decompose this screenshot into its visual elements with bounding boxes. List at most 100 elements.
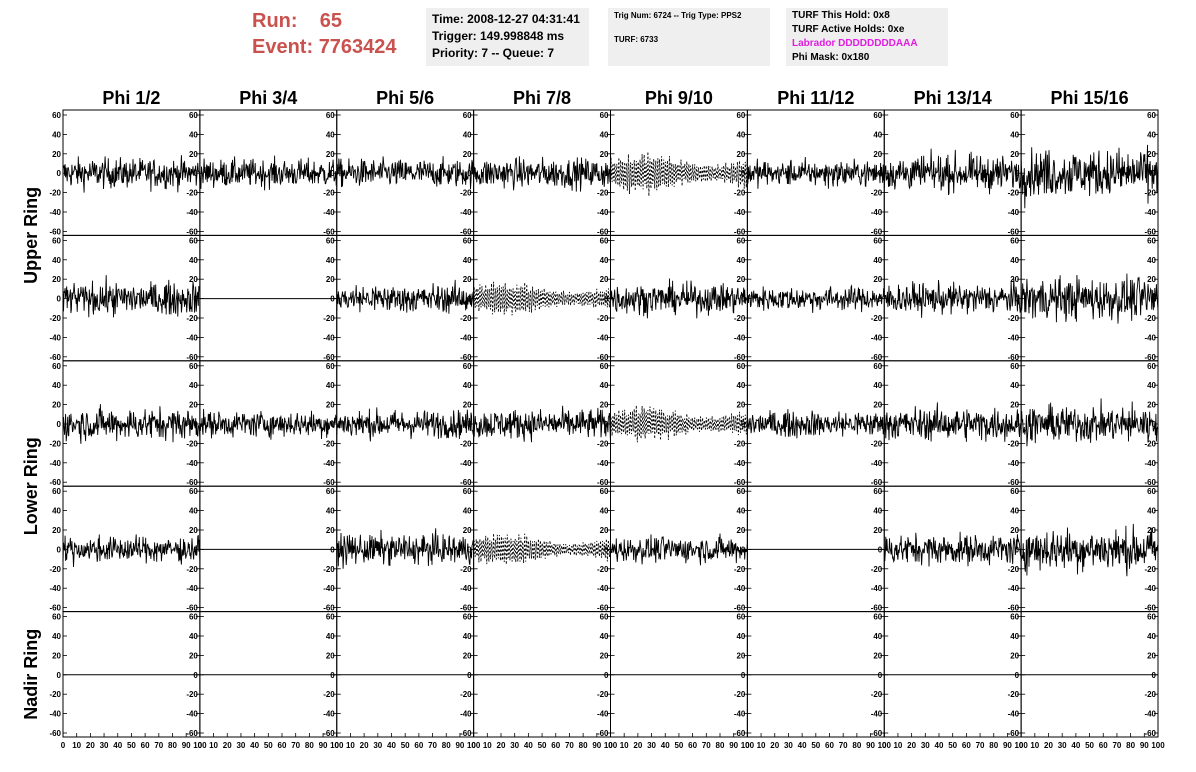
y-tick-label: 40 — [1147, 130, 1156, 139]
x-tick-label: 40 — [935, 741, 944, 750]
x-tick-label: 80 — [442, 741, 451, 750]
x-tick-label: 10 — [893, 741, 902, 750]
y-tick-label: -60 — [734, 729, 746, 738]
y-tick-label: -60 — [186, 604, 198, 613]
y-tick-label: -20 — [323, 690, 335, 699]
x-tick-label: 30 — [1058, 741, 1067, 750]
y-tick-label: -20 — [1144, 565, 1156, 574]
y-tick-label: 20 — [600, 401, 609, 410]
y-tick-label: -60 — [597, 353, 609, 362]
x-tick-label: 80 — [168, 741, 177, 750]
y-tick-label: -20 — [460, 314, 472, 323]
x-tick-label: 30 — [784, 741, 793, 750]
y-tick-label: 20 — [326, 651, 335, 660]
x-tick-label: 80 — [1126, 741, 1135, 750]
y-tick-label: -20 — [871, 439, 883, 448]
y-tick-label: -40 — [734, 333, 746, 342]
y-tick-label: 40 — [463, 256, 472, 265]
y-tick-label: -40 — [734, 459, 746, 468]
y-tick-label: 20 — [463, 651, 472, 660]
y-tick-label: 60 — [326, 613, 335, 622]
waveform-trace — [336, 528, 475, 569]
y-tick-label: -40 — [186, 584, 198, 593]
y-tick-label: -20 — [1144, 690, 1156, 699]
x-tick-label: 60 — [962, 741, 971, 750]
y-tick-label: 0 — [1152, 420, 1157, 429]
x-tick-label: 60 — [825, 741, 834, 750]
y-tick-label: 0 — [1015, 420, 1020, 429]
y-tick-label: -60 — [871, 604, 883, 613]
y-tick-label: 60 — [52, 111, 61, 120]
y-tick-label: -40 — [871, 208, 883, 217]
y-tick-label: 20 — [1010, 651, 1019, 660]
y-tick-label: 40 — [873, 381, 882, 390]
y-tick-label: -20 — [871, 565, 883, 574]
x-tick-label: 50 — [264, 741, 273, 750]
y-tick-label: -40 — [49, 710, 61, 719]
waveform-trace — [473, 405, 611, 443]
y-tick-label: 20 — [1010, 150, 1019, 159]
y-tick-label: 20 — [736, 275, 745, 284]
y-tick-label: 40 — [189, 130, 198, 139]
waveform-trace — [1020, 398, 1159, 447]
x-tick-label: 100 — [330, 741, 344, 750]
y-tick-label: -40 — [460, 459, 472, 468]
y-tick-label: 60 — [873, 236, 882, 245]
y-tick-label: 20 — [600, 275, 609, 284]
y-tick-label: 20 — [1010, 275, 1019, 284]
x-tick-label: 100 — [878, 741, 892, 750]
y-tick-label: 20 — [463, 401, 472, 410]
y-tick-label: 40 — [326, 381, 335, 390]
y-tick-label: -40 — [49, 584, 61, 593]
y-tick-label: 20 — [736, 526, 745, 535]
y-tick-label: 60 — [736, 362, 745, 371]
y-tick-label: 40 — [189, 507, 198, 516]
y-tick-label: -60 — [186, 729, 198, 738]
y-tick-label: 60 — [52, 487, 61, 496]
x-tick-label: 0 — [335, 741, 340, 750]
y-tick-label: 20 — [1147, 651, 1156, 660]
y-tick-label: -40 — [1144, 584, 1156, 593]
y-tick-label: 40 — [463, 381, 472, 390]
y-tick-label: 40 — [1147, 632, 1156, 641]
y-tick-label: -60 — [49, 353, 61, 362]
waveform-trace — [62, 534, 201, 568]
y-tick-label: 20 — [873, 651, 882, 660]
y-tick-label: -20 — [186, 690, 198, 699]
y-tick-label: 20 — [1147, 401, 1156, 410]
y-tick-label: 60 — [463, 236, 472, 245]
waveform-trace — [1020, 523, 1159, 577]
y-tick-label: 60 — [873, 362, 882, 371]
y-tick-label: -20 — [186, 189, 198, 198]
y-tick-label: -60 — [1144, 729, 1156, 738]
y-tick-label: -20 — [323, 565, 335, 574]
x-tick-label: 100 — [604, 741, 618, 750]
x-tick-label: 20 — [497, 741, 506, 750]
y-tick-label: 60 — [326, 487, 335, 496]
y-tick-label: 20 — [463, 275, 472, 284]
y-tick-label: 60 — [1147, 236, 1156, 245]
x-tick-label: 0 — [745, 741, 750, 750]
x-tick-label: 0 — [882, 741, 887, 750]
y-tick-label: 40 — [189, 381, 198, 390]
x-tick-label: 80 — [716, 741, 725, 750]
y-tick-label: 0 — [741, 295, 746, 304]
y-tick-label: -20 — [49, 189, 61, 198]
y-tick-label: 40 — [52, 507, 61, 516]
trig-num-text: Trig Num: 6724 -- Trig Type: PPS2 — [614, 11, 742, 20]
y-tick-label: 0 — [1015, 169, 1020, 178]
y-tick-label: -40 — [1144, 459, 1156, 468]
y-tick-label: 20 — [326, 526, 335, 535]
y-tick-label: -60 — [871, 227, 883, 236]
y-tick-label: -40 — [186, 333, 198, 342]
column-title: Phi 1/2 — [102, 88, 160, 108]
y-tick-label: -20 — [597, 314, 609, 323]
y-tick-label: -40 — [734, 584, 746, 593]
y-tick-label: -60 — [186, 227, 198, 236]
y-tick-label: 60 — [52, 362, 61, 371]
y-tick-label: 60 — [600, 236, 609, 245]
x-tick-label: 20 — [360, 741, 369, 750]
y-tick-label: 40 — [326, 507, 335, 516]
y-tick-label: -40 — [49, 333, 61, 342]
